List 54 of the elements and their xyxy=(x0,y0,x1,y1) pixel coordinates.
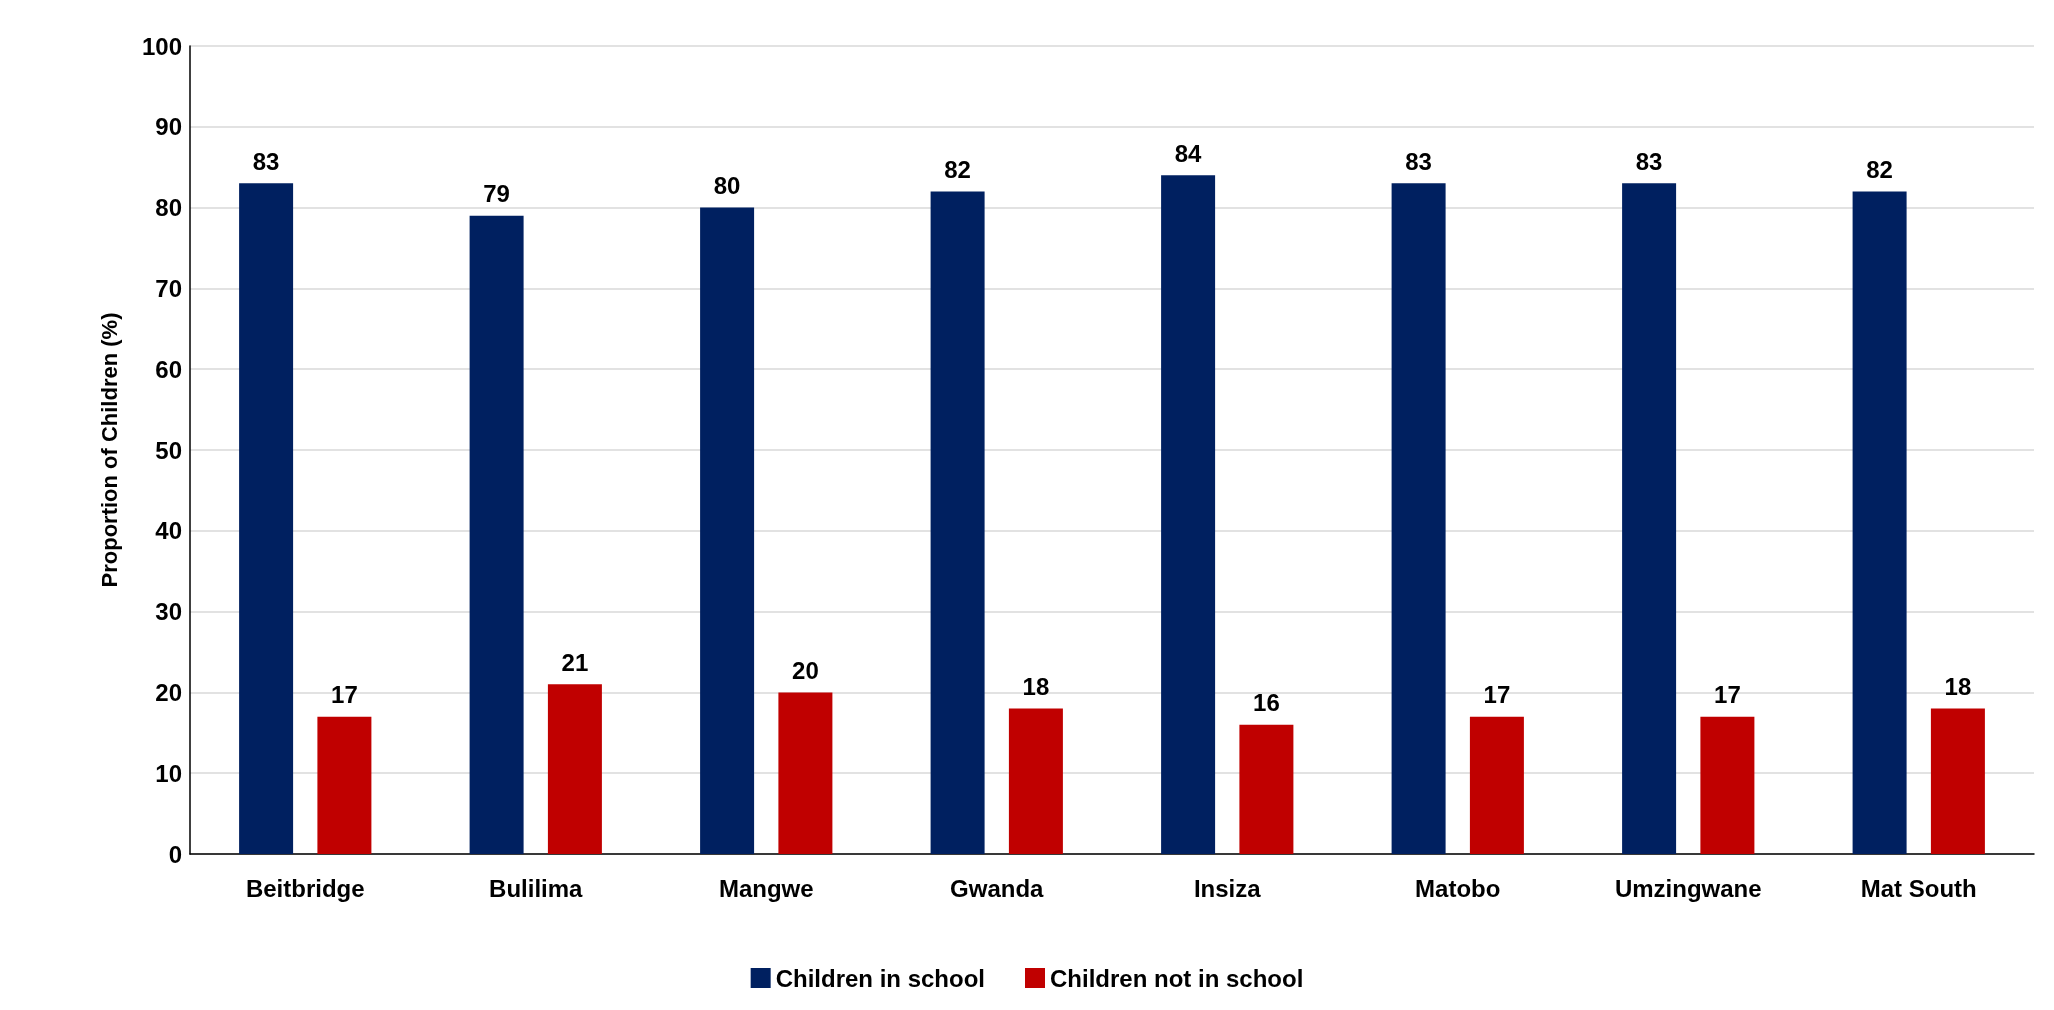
bar xyxy=(1469,716,1524,854)
bar xyxy=(547,684,602,854)
bar xyxy=(1161,175,1216,854)
x-tick-label: Beitbridge xyxy=(245,874,365,902)
y-tick-label: 40 xyxy=(155,517,182,545)
y-tick-label: 0 xyxy=(168,840,182,868)
data-label: 80 xyxy=(713,172,741,200)
data-label: 17 xyxy=(331,681,358,709)
data-label: 79 xyxy=(483,180,510,208)
data-label: 82 xyxy=(944,155,971,183)
y-tick-label: 90 xyxy=(155,113,182,141)
bar xyxy=(1622,183,1677,854)
y-tick-label: 10 xyxy=(155,759,182,787)
y-tick-label: 20 xyxy=(155,678,182,706)
x-tick-label: Bulilima xyxy=(489,874,584,902)
bar xyxy=(1391,183,1446,854)
bar xyxy=(778,692,833,854)
data-label: 20 xyxy=(792,656,819,684)
bar xyxy=(930,191,985,854)
bar xyxy=(1239,724,1294,854)
data-label: 82 xyxy=(1866,155,1893,183)
x-tick-label: Mangwe xyxy=(718,874,814,902)
data-label: 21 xyxy=(561,648,589,676)
data-label: 17 xyxy=(1714,681,1741,709)
legend-label: Children in school xyxy=(775,964,986,992)
data-label: 17 xyxy=(1483,681,1511,709)
data-label: 83 xyxy=(1635,147,1663,175)
bar xyxy=(469,215,524,854)
x-tick-label: Matobo xyxy=(1415,874,1501,902)
y-tick-label: 50 xyxy=(155,436,182,464)
x-tick-label: Umzingwane xyxy=(1614,874,1762,902)
legend-label: Children not in school xyxy=(1050,964,1304,992)
bar xyxy=(239,183,294,854)
bar xyxy=(1008,708,1063,854)
y-axis-title: Proportion of Children (%) xyxy=(96,312,122,588)
y-tick-label: 60 xyxy=(155,355,182,383)
y-tick-label: 100 xyxy=(141,32,182,60)
data-label: 84 xyxy=(1174,139,1203,167)
x-tick-label: Gwanda xyxy=(950,874,1045,902)
y-tick-label: 80 xyxy=(155,194,182,222)
bar xyxy=(1852,191,1907,854)
bar xyxy=(1700,716,1755,854)
data-label: 16 xyxy=(1253,689,1280,717)
x-tick-label: Mat South xyxy=(1860,874,1977,902)
data-label: 18 xyxy=(1022,673,1050,701)
x-tick-label: Insiza xyxy=(1193,874,1262,902)
data-label: 18 xyxy=(1944,673,1972,701)
data-label: 83 xyxy=(1405,147,1432,175)
bar xyxy=(700,207,755,854)
y-tick-label: 70 xyxy=(155,274,182,302)
bar xyxy=(317,716,372,854)
y-tick-label: 30 xyxy=(155,598,182,626)
bar xyxy=(1930,708,1985,854)
data-label: 83 xyxy=(252,147,280,175)
